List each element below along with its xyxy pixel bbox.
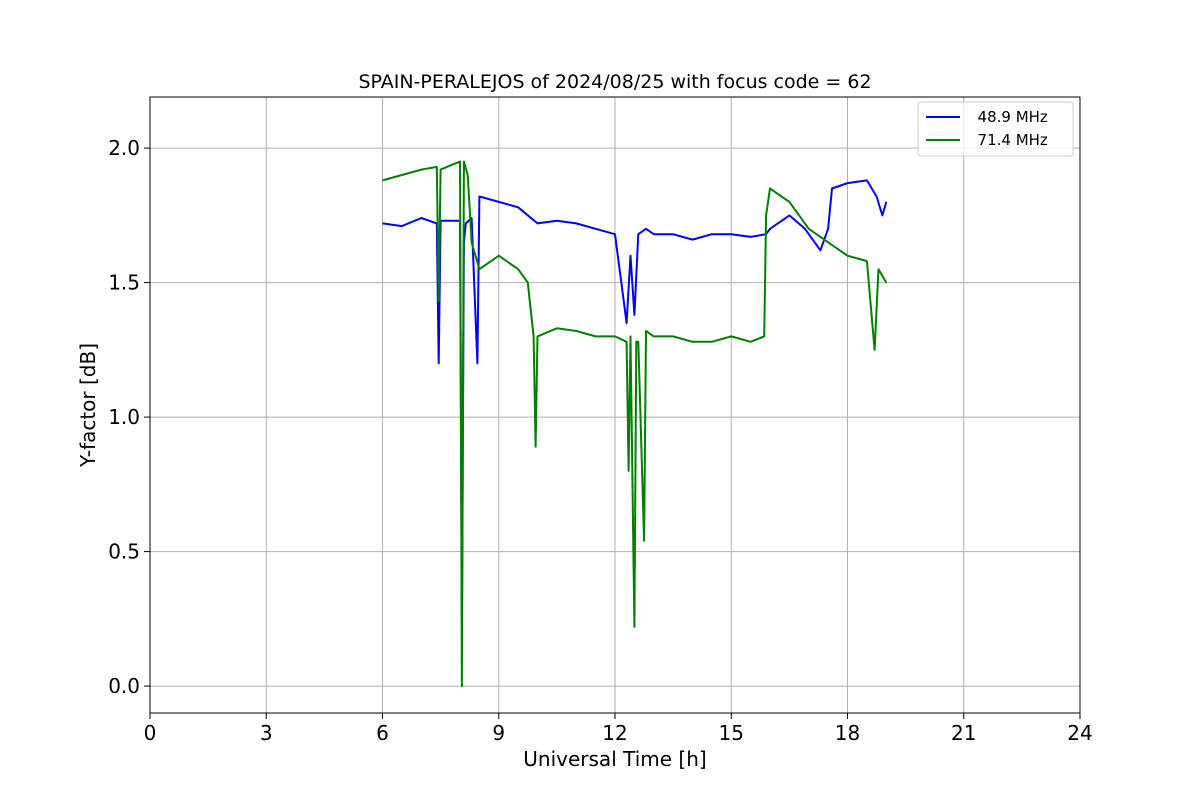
y-ticks: 0.0 0.5 1.0 1.5 2.0: [108, 136, 150, 698]
y-tick-label: 0.5: [108, 540, 140, 564]
x-axis-label: Universal Time [h]: [523, 747, 706, 771]
series-layer: [382, 160, 888, 688]
x-tick-label: 24: [1067, 721, 1092, 745]
y-axis-label: Y-factor [dB]: [76, 343, 100, 468]
x-tick-label: 18: [835, 721, 860, 745]
chart-title: SPAIN-PERALEJOS of 2024/08/25 with focus…: [358, 71, 871, 93]
legend-label-71-4: 71.4 MHz: [968, 131, 1048, 149]
x-tick-label: 21: [951, 721, 976, 745]
legend: 48.9 MHz 71.4 MHz: [917, 101, 1074, 157]
legend-box: [917, 101, 1074, 157]
y-tick-label: 1.0: [108, 405, 140, 429]
y-tick-label: 2.0: [108, 136, 140, 160]
series-line-71-4: [382, 160, 888, 688]
y-tick-label: 0.0: [108, 674, 140, 698]
x-tick-label: 3: [260, 721, 273, 745]
x-tick-label: 0: [144, 721, 157, 745]
x-tick-label: 12: [602, 721, 627, 745]
x-tick-label: 15: [719, 721, 744, 745]
x-ticks: 0 3 6 9 12 15 18 21 24: [144, 713, 1093, 745]
x-tick-label: 6: [376, 721, 389, 745]
x-tick-label: 9: [492, 721, 505, 745]
legend-label-48-9: 48.9 MHz: [968, 108, 1048, 126]
y-tick-label: 1.5: [108, 271, 140, 295]
